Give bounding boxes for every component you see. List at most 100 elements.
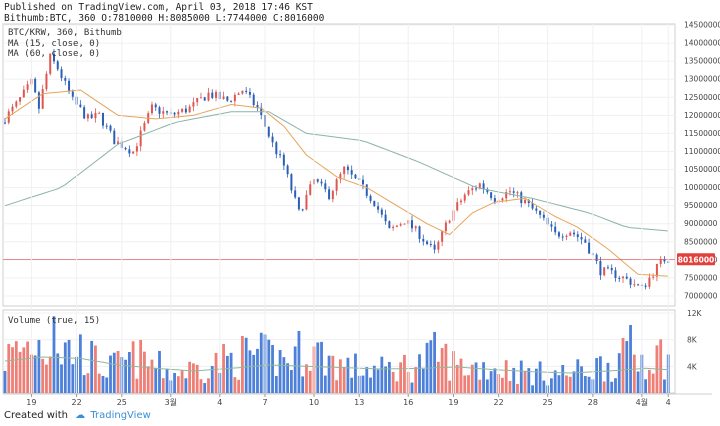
- volume-bar-down: [52, 316, 56, 393]
- price-pane[interactable]: 14500000 14000000 13500000 13000000 12500000…: [2, 21, 720, 307]
- candle-down: [606, 267, 609, 269]
- volume-bar-down: [271, 344, 274, 393]
- volume-bar-up: [22, 347, 26, 393]
- tradingview-brand[interactable]: TradingView: [90, 410, 151, 421]
- candle-up: [448, 220, 451, 223]
- volume-bar-down: [587, 376, 591, 393]
- price-tick-label: 12000000: [684, 111, 720, 120]
- volume-bar-up: [459, 358, 463, 393]
- candle-up: [463, 194, 466, 201]
- candle-down: [433, 244, 436, 250]
- candle-down: [101, 112, 104, 126]
- volume-bar-down: [274, 376, 278, 393]
- candle-down: [512, 191, 515, 193]
- volume-bar-down: [553, 370, 557, 393]
- candle-down: [230, 100, 233, 102]
- volume-bar-up: [161, 378, 165, 393]
- candle-up: [343, 166, 346, 175]
- candle-up: [237, 93, 240, 95]
- candle-up: [505, 192, 508, 199]
- candle-up: [139, 130, 142, 147]
- candle-down: [475, 188, 478, 190]
- candle-down: [71, 91, 74, 97]
- volume-bar-down: [380, 356, 384, 393]
- candle-up: [524, 199, 527, 204]
- candle-up: [339, 174, 342, 180]
- tradingview-logo-icon[interactable]: ☁: [75, 410, 86, 421]
- volume-pane[interactable]: 12K 8K 4K: [2, 309, 703, 394]
- volume-bar-down: [361, 375, 365, 393]
- volume-bar-down: [474, 362, 478, 393]
- volume-bar-up: [308, 370, 312, 393]
- time-tick-label: 3월: [165, 397, 177, 407]
- candle-up: [233, 94, 236, 102]
- candle-down: [490, 192, 493, 199]
- candle-up: [633, 284, 636, 286]
- volume-bar-down: [63, 342, 67, 393]
- candle-up: [565, 235, 568, 238]
- volume-bar-down: [576, 359, 580, 393]
- volume-bar-down: [124, 359, 127, 393]
- candle-down: [286, 165, 289, 175]
- candle-down: [618, 277, 621, 279]
- volume-bar-down: [663, 379, 666, 393]
- candle-up: [45, 73, 48, 90]
- candle-up: [49, 53, 52, 74]
- volume-bar-up: [395, 381, 399, 393]
- volume-bar-down: [534, 368, 538, 393]
- candle-down: [37, 92, 40, 109]
- candle-up: [305, 194, 308, 210]
- time-tick-label: 10: [309, 398, 319, 407]
- candle-down: [377, 206, 380, 210]
- legend-symbol: BTC/KRW, 360, Bithumb: [8, 28, 122, 38]
- volume-bar-down: [636, 371, 640, 393]
- candle-up: [188, 106, 191, 113]
- candle-down: [282, 154, 285, 166]
- ma15-line: [4, 89, 669, 277]
- candle-up: [622, 276, 625, 279]
- volume-bar-down: [33, 355, 37, 393]
- candle-down: [60, 69, 63, 79]
- volume-bar-down: [410, 382, 414, 393]
- volume-bar-down: [538, 361, 542, 393]
- candle-up: [471, 188, 474, 191]
- volume-bar-down: [489, 371, 493, 393]
- volume-tick-label: 4K: [687, 362, 698, 371]
- volume-bar-down: [614, 378, 617, 393]
- volume-bar-down: [512, 367, 516, 393]
- volume-bar-down: [90, 340, 94, 393]
- volume-bar-up: [403, 354, 406, 393]
- volume-bar-down: [203, 383, 207, 393]
- volume-bar-up: [568, 376, 572, 393]
- volume-bar-down: [429, 340, 433, 393]
- volume-bar-down: [629, 325, 632, 393]
- volume-bar-down: [37, 339, 41, 393]
- candle-down: [34, 78, 37, 93]
- candle-up: [26, 84, 29, 90]
- volume-bar-down: [67, 339, 71, 393]
- volume-bar-down: [165, 368, 169, 393]
- volume-bar-down: [372, 365, 376, 393]
- candle-down: [346, 166, 349, 171]
- candle-down: [535, 208, 538, 211]
- volume-bar-down: [293, 346, 297, 393]
- volume-bar-up: [565, 375, 568, 393]
- candle-down: [271, 136, 274, 143]
- volume-bar-down: [384, 366, 388, 393]
- volume-bar-down: [418, 354, 421, 393]
- candle-up: [222, 96, 225, 99]
- candle-down: [557, 232, 560, 237]
- candle-down: [644, 285, 647, 287]
- volume-bar-down: [557, 375, 561, 393]
- candle-down: [584, 239, 587, 243]
- candle-up: [177, 111, 180, 115]
- candle-down: [252, 94, 255, 106]
- candle-up: [7, 111, 10, 123]
- candle-up: [241, 90, 244, 94]
- volume-bar-down: [105, 377, 109, 393]
- candle-up: [659, 259, 662, 264]
- price-tick-label: 13500000: [684, 57, 720, 66]
- candle-up: [117, 141, 120, 145]
- volume-bar-down: [297, 330, 301, 393]
